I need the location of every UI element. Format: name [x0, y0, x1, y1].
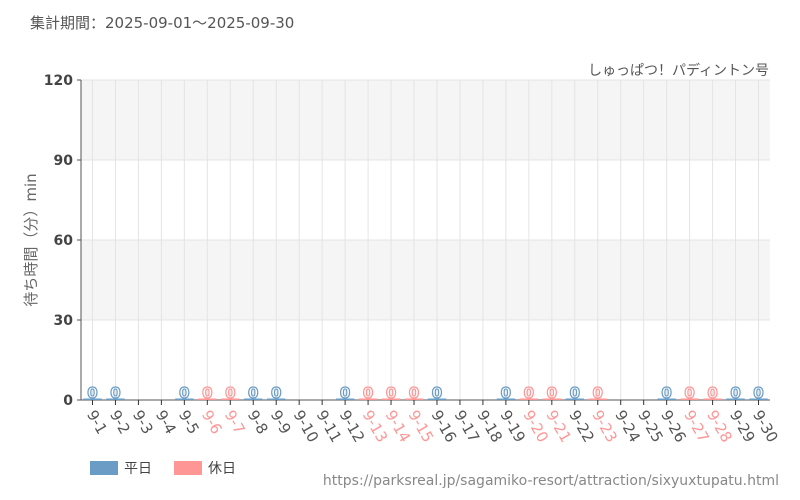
x-tick-label: 9-3	[129, 407, 157, 437]
bar	[267, 398, 286, 400]
data-label: 0	[570, 384, 580, 402]
data-label: 0	[409, 384, 419, 402]
y-tick-label: 60	[54, 233, 74, 249]
y-axis-label: 待ち時間（分）min	[22, 173, 40, 306]
legend-weekday[interactable]: 平日	[90, 458, 152, 478]
bar	[703, 398, 722, 400]
data-label: 0	[432, 384, 442, 402]
legend-holiday[interactable]: 休日	[174, 458, 236, 478]
y-tick-label: 120	[44, 73, 73, 89]
x-tick-label: 9-1	[83, 407, 111, 437]
data-label: 0	[524, 384, 534, 402]
data-label: 0	[248, 384, 258, 402]
bar	[565, 398, 584, 400]
bar	[381, 398, 401, 400]
legend-label-weekday: 平日	[124, 461, 152, 477]
grid-band	[81, 240, 770, 320]
data-label: 0	[661, 384, 671, 402]
x-tick-label: 9-5	[175, 407, 203, 437]
x-tick-label: 9-9	[267, 407, 295, 437]
data-label: 0	[501, 384, 511, 402]
data-label: 0	[110, 384, 120, 402]
legend-swatch-holiday	[174, 461, 202, 475]
bar	[427, 398, 447, 400]
x-tick-label: 9-8	[244, 407, 272, 437]
data-label: 0	[271, 384, 281, 402]
bar	[519, 398, 539, 400]
bar	[657, 398, 676, 400]
y-tick-label: 0	[63, 393, 73, 409]
bar	[680, 398, 699, 400]
legend-swatch-weekday	[90, 461, 118, 475]
grid-band	[81, 80, 770, 160]
data-label: 0	[179, 384, 189, 402]
legend-label-holiday: 休日	[208, 461, 236, 477]
bar	[198, 398, 217, 400]
y-tick-label: 30	[54, 313, 74, 329]
data-label: 0	[593, 384, 603, 402]
bar	[542, 398, 562, 400]
data-label: 0	[707, 384, 717, 402]
bar	[588, 398, 607, 400]
data-label: 0	[753, 384, 763, 402]
data-label: 0	[202, 384, 212, 402]
chart-title: 集計期間：2025-09-01～2025-09-30	[30, 14, 295, 32]
bar	[749, 398, 768, 400]
x-tick-label: 9-7	[221, 407, 249, 437]
bar	[496, 398, 516, 400]
source-url[interactable]: https://parksreal.jp/sagamiko-resort/att…	[322, 473, 779, 489]
data-label: 0	[340, 384, 350, 402]
bar	[335, 398, 355, 400]
bar	[221, 398, 240, 400]
bar	[726, 398, 745, 400]
bar	[175, 398, 194, 400]
data-label: 0	[363, 384, 373, 402]
bar	[244, 398, 263, 400]
data-label: 0	[87, 384, 97, 402]
data-label: 0	[225, 384, 235, 402]
x-tick-label: 9-2	[106, 407, 134, 437]
bar	[106, 398, 125, 400]
x-tick-label: 9-30	[749, 407, 782, 445]
bar	[83, 398, 102, 400]
data-label: 0	[730, 384, 740, 402]
bar	[404, 398, 424, 400]
x-tick-label: 9-4	[152, 407, 180, 437]
x-tick-label: 9-6	[198, 407, 226, 437]
data-label: 0	[547, 384, 557, 402]
y-tick-label: 90	[54, 153, 74, 169]
bar	[358, 398, 378, 400]
data-label: 0	[684, 384, 694, 402]
attraction-name: しゅっぱつ！パディントン号	[587, 63, 769, 79]
data-label: 0	[386, 384, 396, 402]
